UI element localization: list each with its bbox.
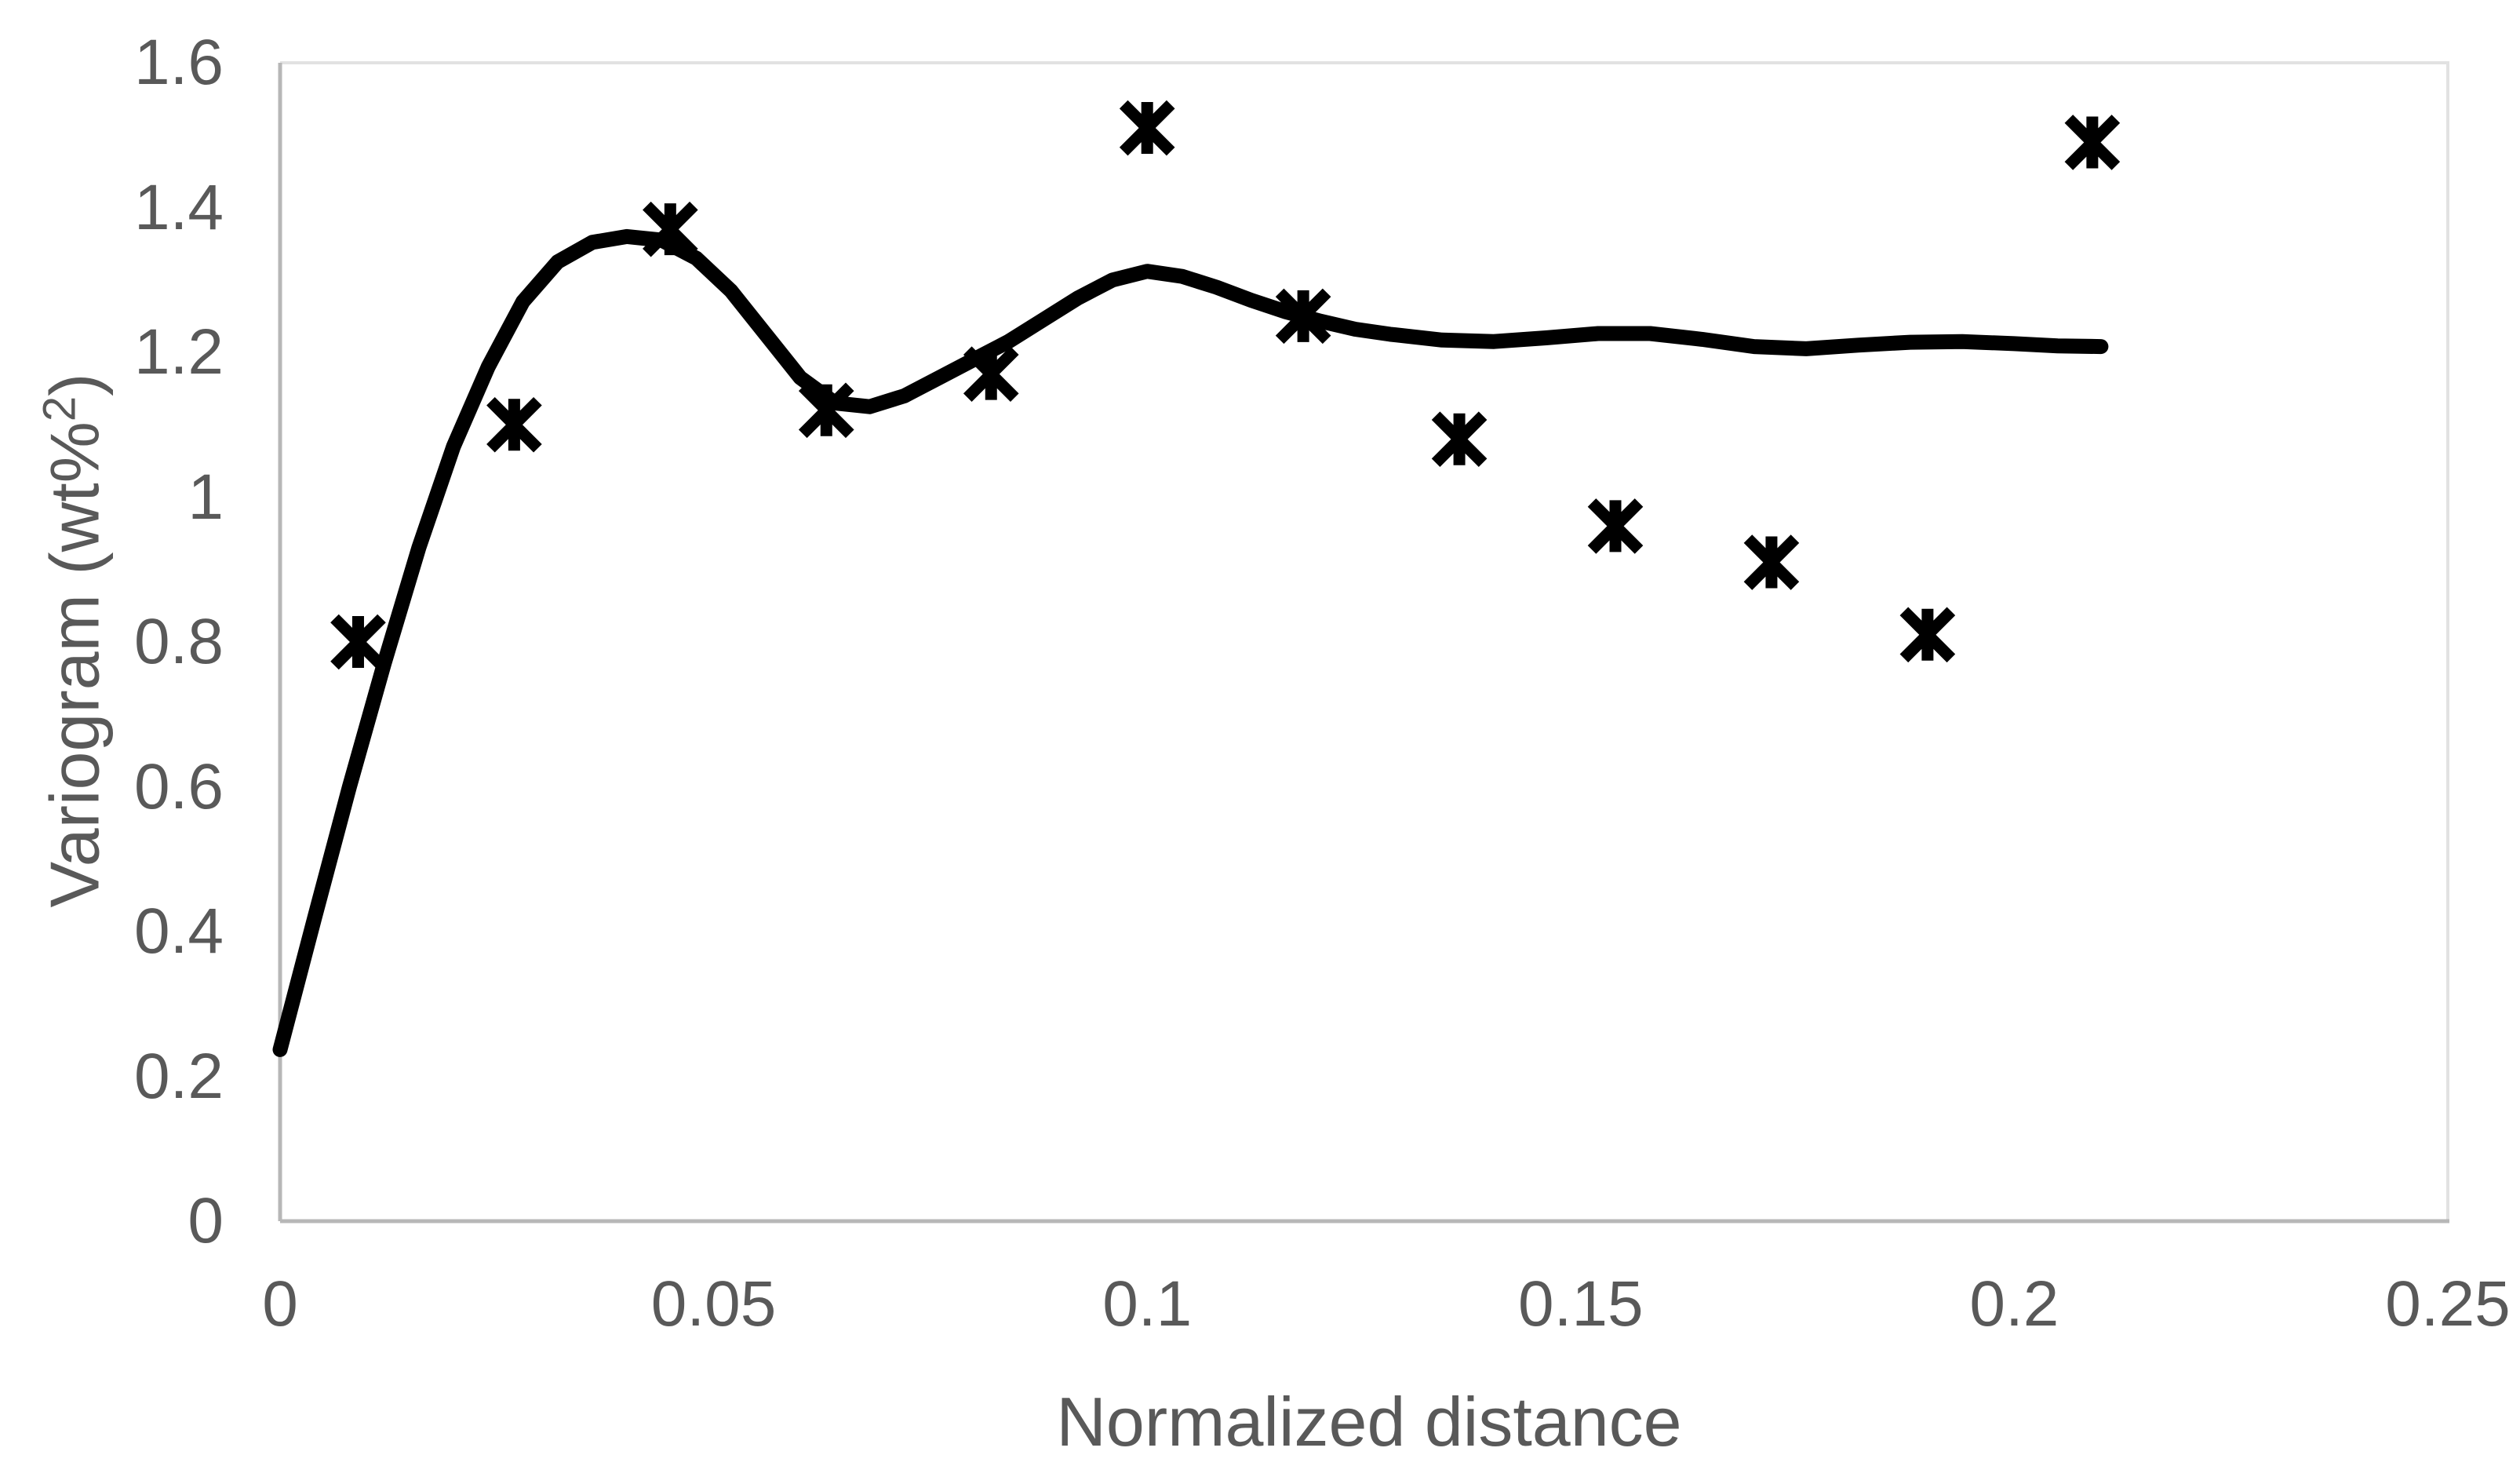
y-tick-label: 0.2 [134, 1040, 224, 1112]
data-marker [1743, 534, 1800, 590]
x-axis-title-text: Normalized distance [1056, 1383, 1682, 1461]
y-tick-label: 1.4 [134, 171, 224, 243]
data-marker [1119, 100, 1175, 156]
x-tick-label: 0.1 [1102, 1268, 1193, 1340]
y-axis-title-prefix: Variogram (wt% [35, 421, 114, 908]
y-tick-label: 0.8 [134, 606, 224, 677]
x-tick-label: 0.2 [1969, 1268, 2059, 1340]
plot-border [280, 61, 2449, 1221]
data-marker [1899, 607, 1956, 663]
model-line [272, 228, 2109, 1057]
y-axis-title: Variogram (wt%2) [20, 374, 114, 908]
y-tick-label: 1 [188, 461, 224, 533]
x-axis-title: Normalized distance [898, 1383, 1840, 1461]
y-tick-label: 1.2 [134, 316, 224, 388]
data-marker [1431, 411, 1488, 468]
data-marker [330, 614, 386, 670]
y-tick-label: 1.6 [134, 27, 224, 98]
data-marker [486, 396, 542, 453]
y-tick-label: 0.6 [134, 750, 224, 822]
y-axis-title-superscript: 2 [34, 396, 86, 422]
x-tick-label: 0.05 [650, 1268, 777, 1340]
data-marker [2064, 115, 2121, 170]
y-tick-label: 0.4 [134, 895, 224, 967]
x-tick-label: 0.25 [2385, 1268, 2511, 1340]
y-tick-label: 0 [188, 1185, 224, 1256]
data-marker [1587, 498, 1644, 554]
x-tick-label: 0 [262, 1268, 298, 1340]
x-tick-label: 0.15 [1517, 1268, 1644, 1340]
y-axis-title-suffix: ) [35, 373, 114, 396]
